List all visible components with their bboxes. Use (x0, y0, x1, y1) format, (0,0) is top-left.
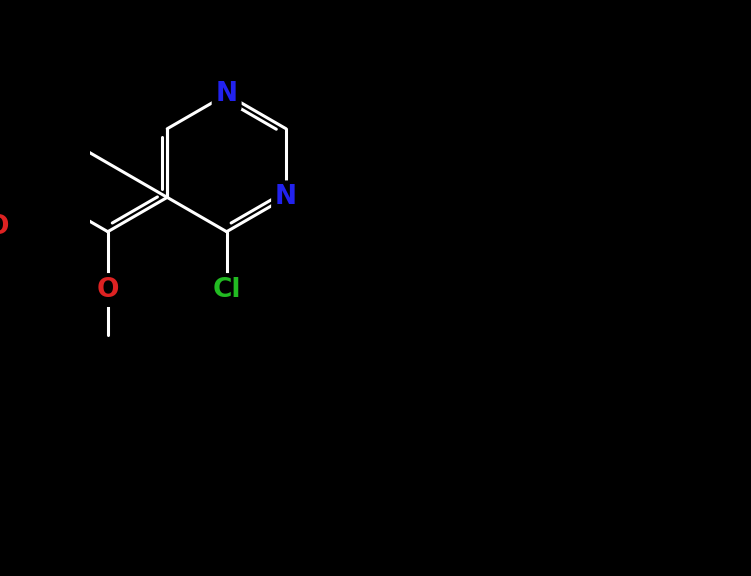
Text: O: O (97, 277, 119, 303)
Text: O: O (0, 214, 9, 240)
Text: N: N (216, 81, 237, 108)
Text: Cl: Cl (213, 277, 241, 303)
Text: N: N (275, 184, 297, 210)
